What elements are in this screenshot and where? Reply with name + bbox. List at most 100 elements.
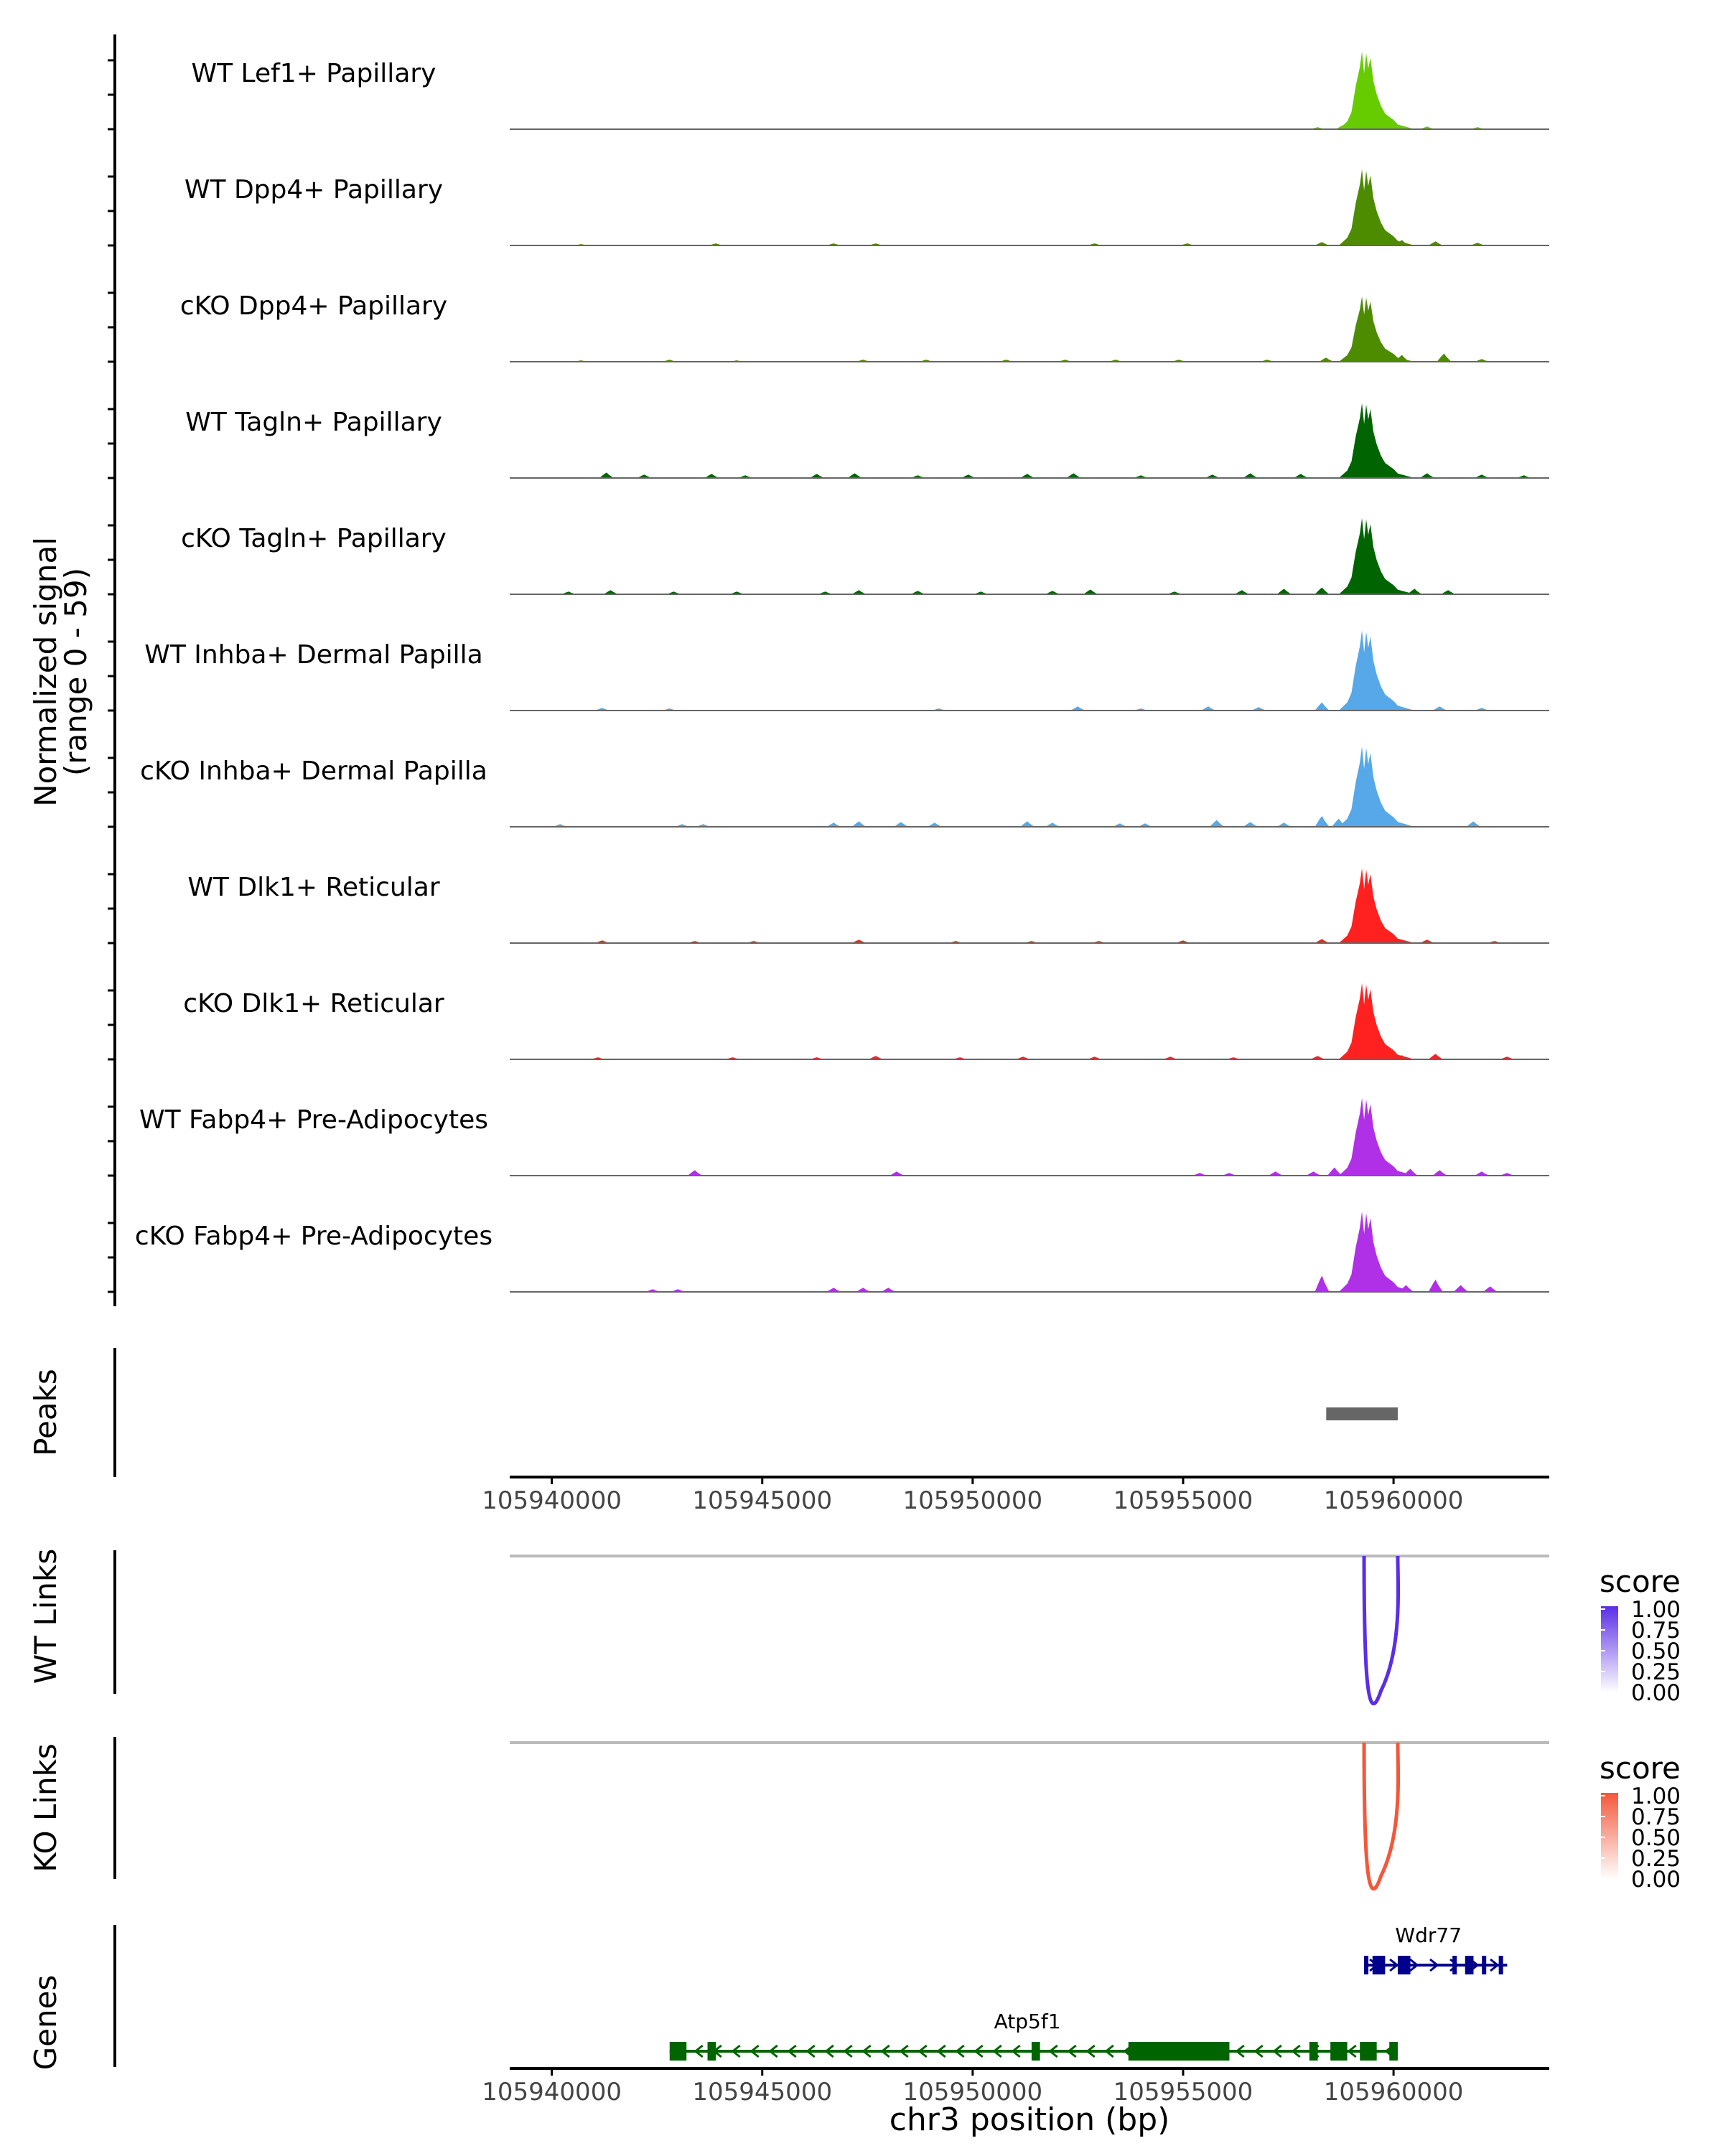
gene-strand-chevron — [1235, 2044, 1245, 2058]
coverage-peak-area — [1338, 868, 1415, 943]
coverage-minor-signal — [847, 473, 862, 478]
x-axis-top: 105940000 105945000 105950000 105955000 1059… — [482, 1476, 1549, 1515]
coverage-minor-signal — [637, 474, 652, 478]
coverage-minor-signal — [1331, 818, 1346, 827]
genes-track-label: Genes — [28, 1975, 63, 2071]
coverage-minor-signal — [928, 822, 943, 827]
coverage-minor-signal — [1268, 1171, 1283, 1176]
coverage-track: WT Tagln+ Papillary — [108, 403, 1549, 479]
genes-panel: Wdr77 Atp5f1 — [113, 1923, 1508, 2067]
coverage-minor-signal — [1306, 1171, 1321, 1176]
link-arc — [1362, 1555, 1401, 1706]
gene-strand-chevron — [768, 2044, 778, 2058]
coverage-minor-signal — [1138, 823, 1153, 827]
coverage-minor-signal — [1045, 822, 1060, 827]
coverage-minor-signal — [894, 822, 909, 827]
coverage-minor-signal — [1083, 589, 1098, 594]
coverage-peak-area — [1338, 1211, 1415, 1292]
coverage-minor-signal — [1066, 473, 1081, 478]
coverage-minor-signal — [1276, 589, 1292, 594]
coverage-minor-signal — [961, 474, 976, 478]
gene-strand-chevron — [992, 2044, 1002, 2058]
gene-name-label: Atp5f1 — [994, 2010, 1061, 2033]
link-legend-tick-label: 1.00 — [1631, 1784, 1681, 1809]
coverage-minor-signal — [1394, 1055, 1409, 1059]
coverage-minor-signal — [1432, 1170, 1447, 1176]
coverage-minor-signal — [1437, 353, 1452, 362]
coverage-y-axis-range-label: (range 0 - 59) — [58, 568, 93, 776]
gene-strand-chevron — [936, 2044, 946, 2058]
coverage-minor-signal — [1432, 706, 1447, 711]
coverage-minor-signal — [1315, 815, 1330, 827]
x-axis-tick-label-top: 105960000 — [1324, 1486, 1464, 1515]
gene-exon — [1128, 2042, 1230, 2061]
coverage-peak-area — [1338, 169, 1415, 245]
link-legend-colorbar — [1601, 1606, 1618, 1692]
coverage-minor-signal — [826, 1288, 841, 1292]
gene-exon — [1397, 1956, 1411, 1974]
link-arc — [1362, 1742, 1401, 1891]
coverage-minor-signal — [1045, 591, 1060, 594]
gene-strand-chevron — [787, 2044, 797, 2058]
coverage-minor-signal — [1294, 474, 1309, 478]
peak-region-bar — [1326, 1407, 1398, 1420]
gene-exon — [1364, 1956, 1369, 1974]
gene-exon — [1452, 1956, 1457, 1974]
coverage-minor-signal — [1020, 474, 1035, 478]
gene-exon — [1031, 2042, 1040, 2061]
coverage-minor-signal — [1315, 587, 1330, 594]
coverage-minor-signal — [1475, 1171, 1490, 1176]
coverage-minor-signal — [1475, 474, 1490, 478]
coverage-minor-signal — [1201, 706, 1216, 711]
gene-model: Atp5f1 — [669, 2010, 1398, 2061]
link-legend-tick-label: 0.00 — [1631, 1680, 1681, 1706]
coverage-minor-signal — [889, 1171, 905, 1176]
gene-exon — [707, 2042, 716, 2061]
coverage-track: cKO Inhba+ Dermal Papilla — [108, 746, 1549, 828]
link-legend-tick-label: 0.00 — [1631, 1867, 1681, 1893]
gene-exon — [1389, 2042, 1398, 2061]
gene-strand-chevron — [1253, 2044, 1264, 2058]
gene-name-label: Wdr77 — [1395, 1923, 1462, 1947]
gene-strand-chevron — [899, 2044, 909, 2058]
coverage-peak-area — [1338, 630, 1415, 711]
coverage-track: cKO Dlk1+ Reticular — [108, 983, 1549, 1061]
link-legend-title: score — [1600, 1564, 1681, 1599]
coverage-minor-signal — [1315, 242, 1330, 245]
coverage-minor-signal — [1315, 939, 1330, 943]
coverage-minor-signal — [1453, 1285, 1468, 1292]
coverage-track: WT Lef1+ Papillary — [108, 51, 1549, 131]
peaks-track-label: Peaks — [28, 1369, 63, 1456]
coverage-minor-signal — [1319, 357, 1334, 362]
gene-strand-chevron — [973, 2044, 984, 2058]
gene-strand-chevron — [917, 2044, 928, 2058]
link-legend-tick-label: 0.50 — [1631, 1825, 1681, 1851]
coverage-track-label: cKO Dlk1+ Reticular — [183, 989, 444, 1018]
link-legend-tick-label: 1.00 — [1631, 1597, 1681, 1623]
coverage-minor-signal — [1335, 125, 1350, 129]
x-axis-title: chr3 position (bp) — [889, 2101, 1170, 2138]
coverage-minor-signal — [1394, 355, 1409, 362]
gene-exon — [1372, 1956, 1386, 1974]
coverage-minor-signal — [1243, 822, 1258, 827]
coverage-track-label: WT Tagln+ Papillary — [185, 408, 442, 437]
gene-exon — [1465, 1956, 1474, 1974]
coverage-peak-area — [1338, 403, 1415, 478]
link-legend-title: score — [1600, 1750, 1681, 1786]
coverage-minor-signal — [1399, 1285, 1414, 1292]
peaks-panel — [113, 1348, 1398, 1477]
coverage-track-label: WT Inhba+ Dermal Papilla — [144, 640, 482, 670]
coverage-minor-signal — [1394, 240, 1409, 245]
coverage-minor-signal — [826, 822, 841, 827]
coverage-track-label: cKO Inhba+ Dermal Papilla — [140, 756, 487, 786]
coverage-minor-signal — [1419, 939, 1434, 943]
x-axis-tick-label-bottom: 105940000 — [482, 2078, 622, 2106]
x-axis-tick-label-top: 105955000 — [1113, 1486, 1253, 1515]
coverage-track-label: WT Dlk1+ Reticular — [187, 873, 439, 902]
coverage-minor-signal — [1428, 1279, 1443, 1292]
coverage-track: WT Dlk1+ Reticular — [108, 868, 1549, 945]
coverage-track: cKO Tagln+ Papillary — [108, 517, 1549, 596]
gene-strand-chevron — [731, 2044, 741, 2058]
